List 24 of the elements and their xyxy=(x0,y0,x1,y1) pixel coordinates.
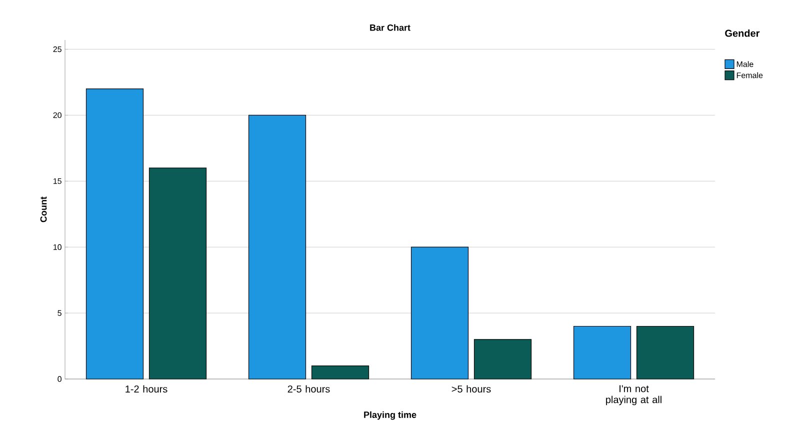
x-tick-label: I'm not playing at all xyxy=(606,385,662,406)
legend-label: Female xyxy=(736,72,763,78)
bar xyxy=(148,168,207,380)
y-tick-label: 10 xyxy=(54,244,62,250)
x-axis-title: Playing time xyxy=(364,411,416,420)
bar xyxy=(636,326,694,380)
bar xyxy=(248,114,306,380)
bar xyxy=(311,366,370,380)
y-tick-label: 15 xyxy=(54,178,62,184)
bar xyxy=(410,246,469,380)
bar xyxy=(86,88,144,380)
y-tick-label: 0 xyxy=(58,376,62,382)
legend-label: Male xyxy=(736,61,754,68)
x-tick-label: >5 hours xyxy=(452,385,491,393)
x-tick-label: 1-2 hours xyxy=(126,385,168,393)
y-tick-label: 5 xyxy=(58,310,62,316)
y-axis-title: Count xyxy=(40,196,47,222)
x-tick-label: 2-5 hours xyxy=(288,385,330,393)
bar xyxy=(474,339,532,380)
y-tick-label: 20 xyxy=(53,112,62,118)
y-tick-label: 25 xyxy=(53,46,62,52)
chart-title: Bar Chart xyxy=(370,24,410,31)
bar xyxy=(573,326,632,380)
legend-title: Gender xyxy=(725,29,760,37)
